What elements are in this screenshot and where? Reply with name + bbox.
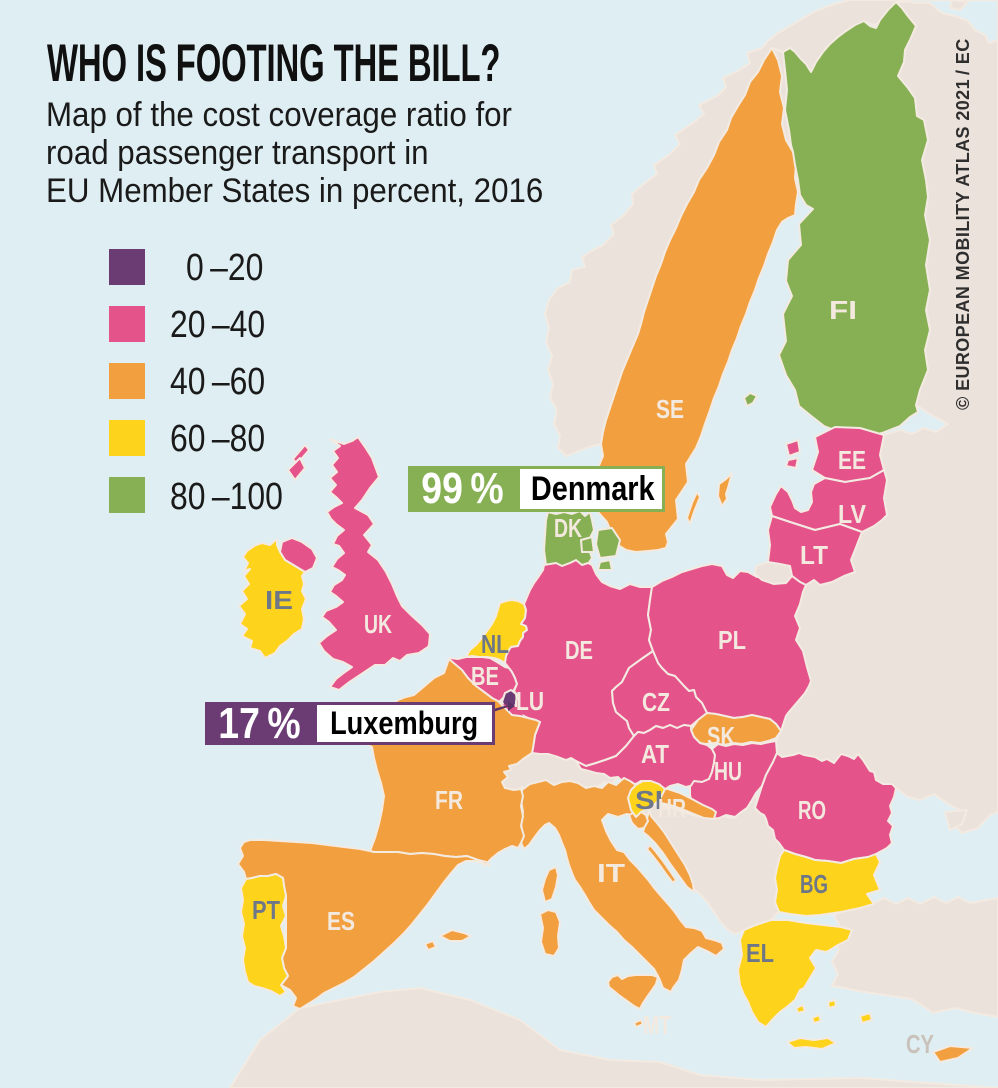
svg-text:FR: FR — [435, 785, 463, 815]
svg-text:SI: SI — [635, 785, 663, 815]
svg-text:BE: BE — [471, 661, 499, 691]
svg-text:RO: RO — [798, 795, 826, 825]
svg-text:SK: SK — [707, 721, 735, 751]
svg-text:IE: IE — [265, 585, 293, 615]
svg-text:LT: LT — [800, 540, 828, 570]
svg-text:PL: PL — [718, 625, 746, 655]
svg-text:LV: LV — [838, 499, 867, 529]
svg-text:AT: AT — [641, 739, 669, 769]
svg-text:HU: HU — [714, 756, 742, 786]
svg-text:EE: EE — [838, 445, 866, 475]
svg-text:DE: DE — [565, 635, 593, 665]
svg-text:CY: CY — [906, 1029, 934, 1059]
svg-text:EL: EL — [746, 938, 774, 968]
svg-text:HR: HR — [658, 793, 686, 823]
svg-text:CZ: CZ — [642, 687, 670, 717]
svg-text:BG: BG — [800, 869, 828, 899]
svg-text:NL: NL — [481, 629, 509, 659]
svg-text:UK: UK — [364, 609, 392, 639]
svg-text:DK: DK — [554, 513, 582, 543]
svg-text:LU: LU — [516, 686, 544, 716]
svg-text:IT: IT — [597, 858, 625, 888]
svg-text:SE: SE — [656, 394, 684, 424]
svg-text:MT: MT — [643, 1010, 671, 1040]
svg-text:FI: FI — [829, 295, 857, 325]
svg-text:PT: PT — [252, 895, 280, 925]
svg-text:ES: ES — [327, 906, 355, 936]
